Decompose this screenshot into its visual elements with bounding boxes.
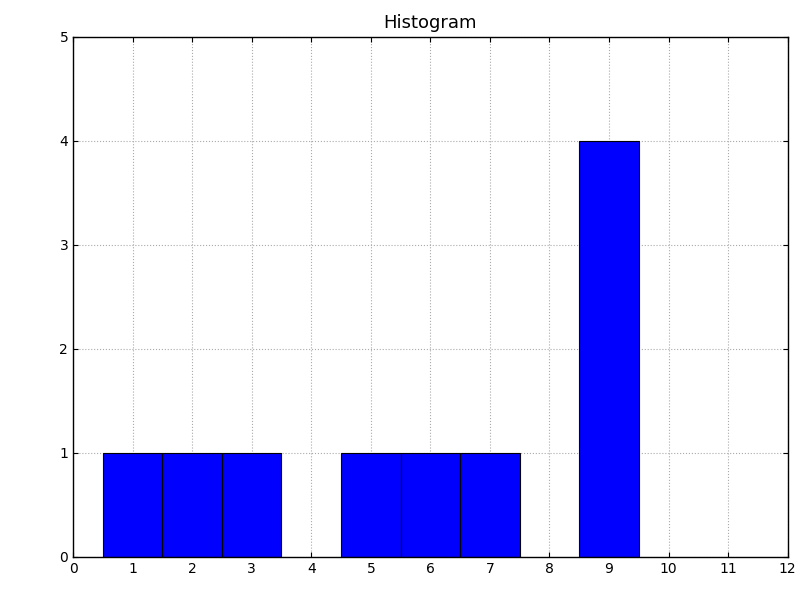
Bar (578, 141, 638, 557)
Bar (400, 453, 460, 557)
Bar (221, 453, 281, 557)
Bar (341, 453, 400, 557)
Bar (460, 453, 519, 557)
Bar (103, 453, 162, 557)
Title: Histogram: Histogram (383, 15, 477, 32)
Bar (162, 453, 221, 557)
